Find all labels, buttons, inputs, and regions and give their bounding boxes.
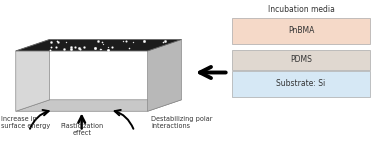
Text: Increase in
surface energy: Increase in surface energy xyxy=(1,116,50,129)
Bar xyxy=(232,18,370,44)
Polygon shape xyxy=(16,100,181,111)
Text: PnBMA: PnBMA xyxy=(288,26,314,35)
Bar xyxy=(232,71,370,97)
Text: Substrate: Si: Substrate: Si xyxy=(276,79,326,88)
Text: Destabilizing polar
interactions: Destabilizing polar interactions xyxy=(151,116,213,129)
Text: PDMS: PDMS xyxy=(290,55,312,64)
Text: Incubation media: Incubation media xyxy=(268,5,335,14)
Polygon shape xyxy=(147,39,181,111)
Bar xyxy=(232,50,370,70)
Polygon shape xyxy=(16,39,181,51)
Polygon shape xyxy=(16,39,50,111)
Text: Plasticization
effect: Plasticization effect xyxy=(60,123,103,136)
